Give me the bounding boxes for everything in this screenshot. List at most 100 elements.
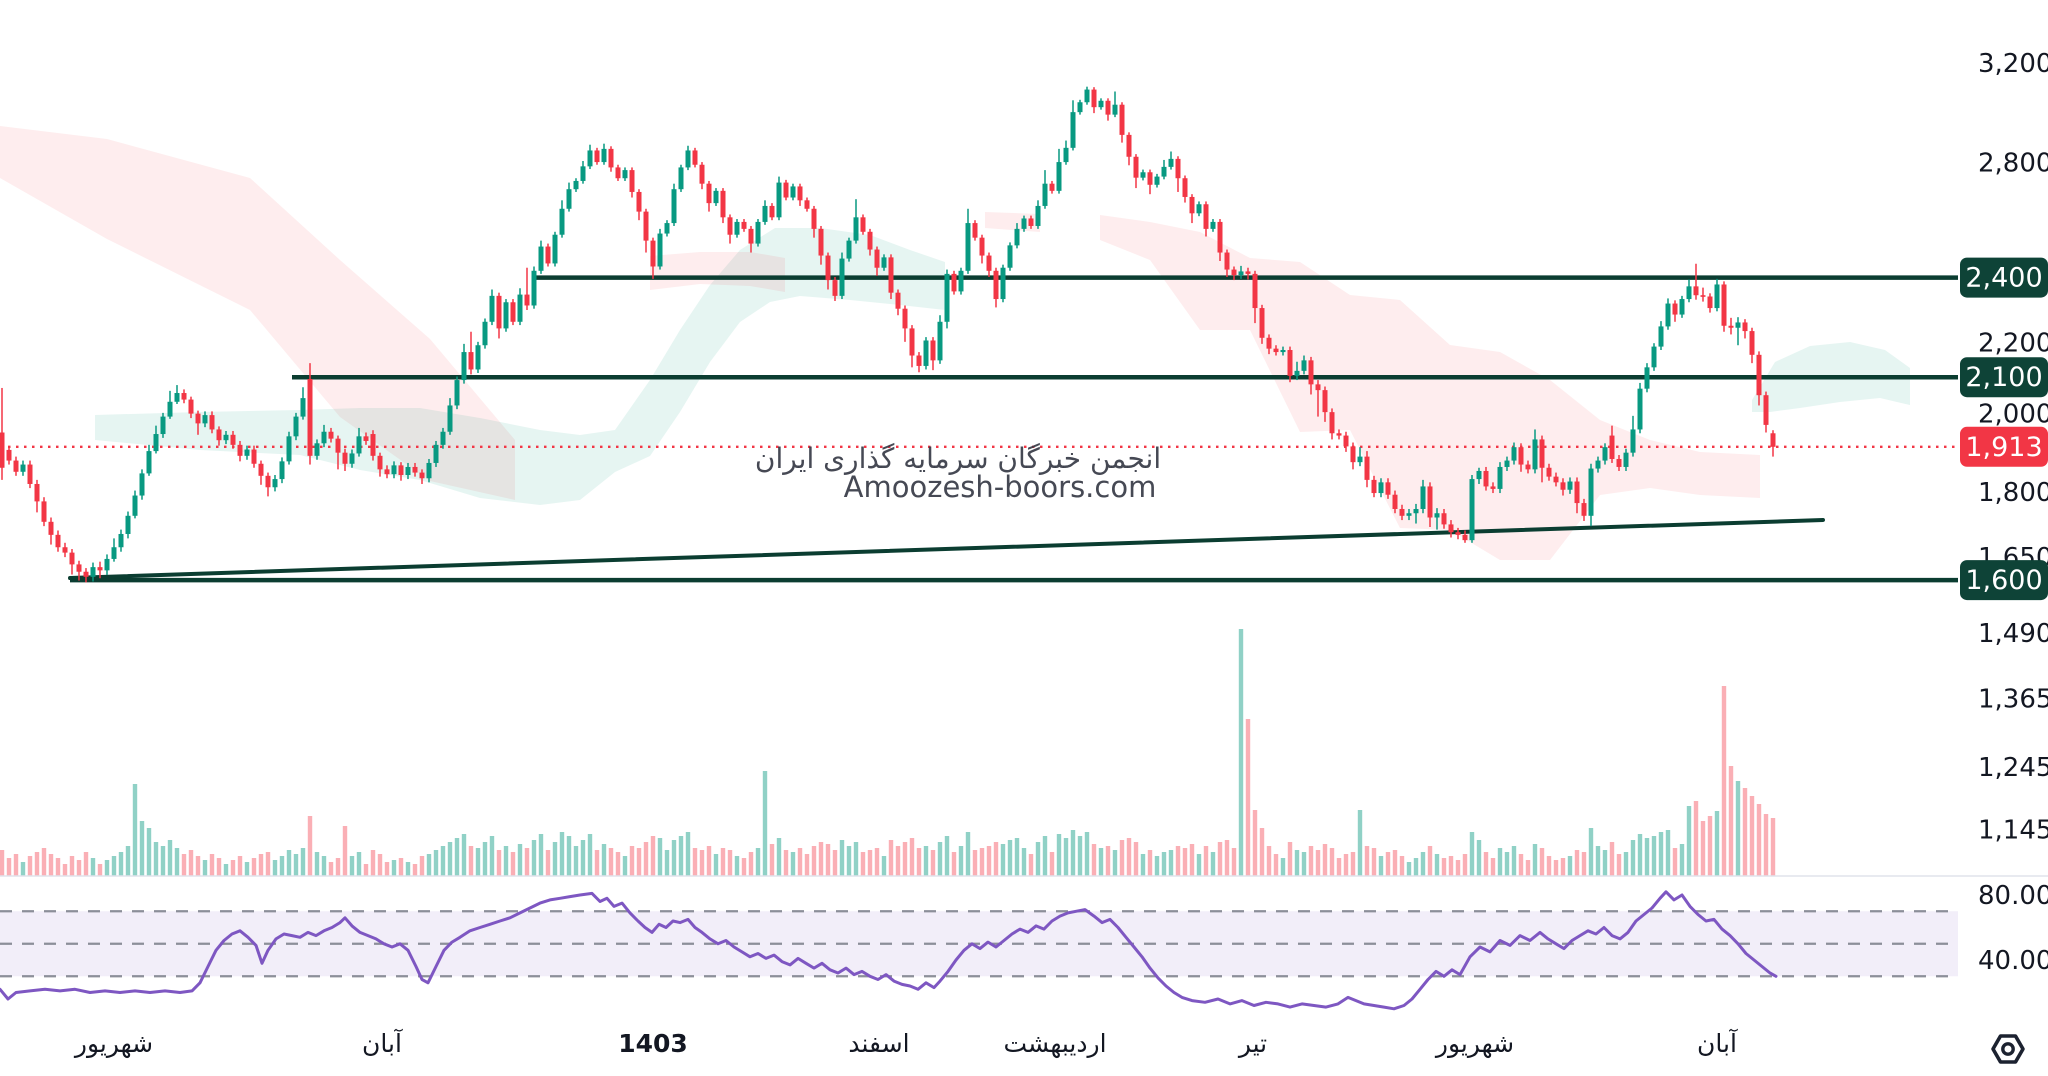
hexagon-logo-icon[interactable]	[1991, 1034, 2025, 1064]
price-axis-label[interactable]: 1,145	[1978, 816, 2048, 846]
price-axis-label[interactable]: 2,000	[1978, 400, 2048, 430]
candle-body	[90, 567, 96, 577]
candle-body	[314, 443, 320, 456]
time-axis-label[interactable]: تیر	[1237, 1029, 1267, 1058]
candle-body	[300, 398, 306, 417]
volume-bar	[6, 858, 12, 876]
candle-body	[1525, 464, 1531, 470]
candle-body	[104, 558, 110, 571]
time-axis-label[interactable]: آبان	[1697, 1028, 1738, 1058]
volume-bar	[447, 842, 453, 876]
volume-bar	[825, 844, 831, 876]
volume-bar	[1315, 850, 1321, 876]
candle-body	[979, 237, 985, 256]
time-axis-label[interactable]: شهریور	[73, 1029, 153, 1059]
time-axis-label[interactable]: شهریور	[1434, 1029, 1514, 1059]
volume-bar	[370, 850, 376, 876]
volume-bar	[0, 850, 5, 876]
volume-bar	[468, 846, 474, 876]
candle-body	[860, 217, 866, 232]
trendline[interactable]	[68, 518, 1825, 580]
candle-body	[839, 258, 845, 296]
time-axis-label[interactable]: اسفند	[848, 1029, 909, 1058]
time-axis-label[interactable]: آبان	[362, 1028, 403, 1058]
volume-bar	[1609, 842, 1615, 876]
price-badge-2100[interactable]	[1960, 357, 2048, 398]
candle-body	[1490, 486, 1496, 489]
volume-bar	[1511, 846, 1517, 876]
volume-bar	[1462, 854, 1468, 876]
candle-body	[1343, 435, 1349, 447]
price-badge-1913[interactable]	[1960, 426, 2048, 467]
price-badge-1600[interactable]	[1960, 560, 2048, 601]
candle-body	[1294, 370, 1300, 376]
price-badge-2400[interactable]	[1960, 257, 2048, 298]
volume-bar	[1665, 830, 1671, 876]
candle-body	[825, 255, 831, 281]
volume-bar	[1231, 848, 1237, 876]
volume-bar	[727, 850, 733, 876]
time-axis-label[interactable]: اردیبهشت	[1003, 1029, 1106, 1059]
volume-bar	[1322, 844, 1328, 876]
price-axis-label[interactable]: 1,365	[1978, 685, 2048, 715]
volume-bar	[1693, 801, 1699, 876]
price-axis-label[interactable]: 1,245	[1978, 753, 2048, 783]
volume-bar	[685, 832, 691, 876]
candle-body	[972, 223, 978, 238]
candle-body	[783, 182, 789, 198]
volume-bar	[1070, 830, 1076, 876]
rsi-axis-label[interactable]: 80.00	[1978, 881, 2048, 911]
candle-body	[174, 393, 180, 402]
volume-bar	[1588, 828, 1594, 876]
volume-bar	[741, 858, 747, 876]
candle-body	[55, 534, 61, 548]
volume-bar	[1056, 834, 1062, 876]
volume-bar	[811, 846, 817, 876]
volume-bar	[776, 838, 782, 876]
volume-bar	[923, 846, 929, 876]
candle-body	[545, 246, 551, 264]
rsi-axis-label[interactable]: 40.00	[1978, 946, 2048, 976]
volume-bar	[132, 784, 138, 876]
volume-bar	[1392, 850, 1398, 876]
volume-bar	[377, 854, 383, 876]
volume-bar	[1210, 852, 1216, 876]
volume-bar	[965, 832, 971, 876]
volume-bar	[699, 850, 705, 876]
volume-bar	[671, 840, 677, 876]
candle-body	[1287, 350, 1293, 376]
candle-body	[538, 246, 544, 271]
volume-bar	[1455, 860, 1461, 876]
volume-bar	[860, 852, 866, 876]
volume-bar	[104, 860, 110, 876]
candle-body	[363, 436, 369, 441]
ichimoku-cloud-pink	[650, 252, 785, 292]
volume-bar	[272, 860, 278, 876]
volume-bar	[1490, 858, 1496, 876]
time-axis-label[interactable]: 1403	[618, 1029, 688, 1058]
candle-body	[265, 475, 271, 488]
volume-bar	[1147, 850, 1153, 876]
candle-body	[1364, 456, 1370, 480]
candle-body	[34, 483, 40, 502]
price-axis-label[interactable]: 1,800	[1978, 478, 2048, 508]
candle-body	[1231, 269, 1237, 276]
volume-bar	[27, 856, 33, 876]
volume-bar	[1196, 854, 1202, 876]
candle-body	[1448, 524, 1454, 533]
candle-body	[1651, 346, 1657, 368]
candle-body	[1532, 439, 1538, 470]
price-axis-label[interactable]: 3,200	[1978, 49, 2048, 79]
candle-body	[272, 479, 278, 488]
candle-body	[1679, 299, 1685, 315]
price-axis-label[interactable]: 2,800	[1978, 149, 2048, 179]
candle-body	[636, 191, 642, 212]
candle-body	[216, 429, 222, 441]
candle-body	[867, 231, 873, 250]
candle-body	[1217, 221, 1223, 253]
price-axis-label[interactable]: 2,200	[1978, 329, 2048, 359]
price-axis-label[interactable]: 1,490	[1978, 619, 2048, 649]
candle-body	[1553, 476, 1559, 483]
volume-bar	[230, 860, 236, 876]
